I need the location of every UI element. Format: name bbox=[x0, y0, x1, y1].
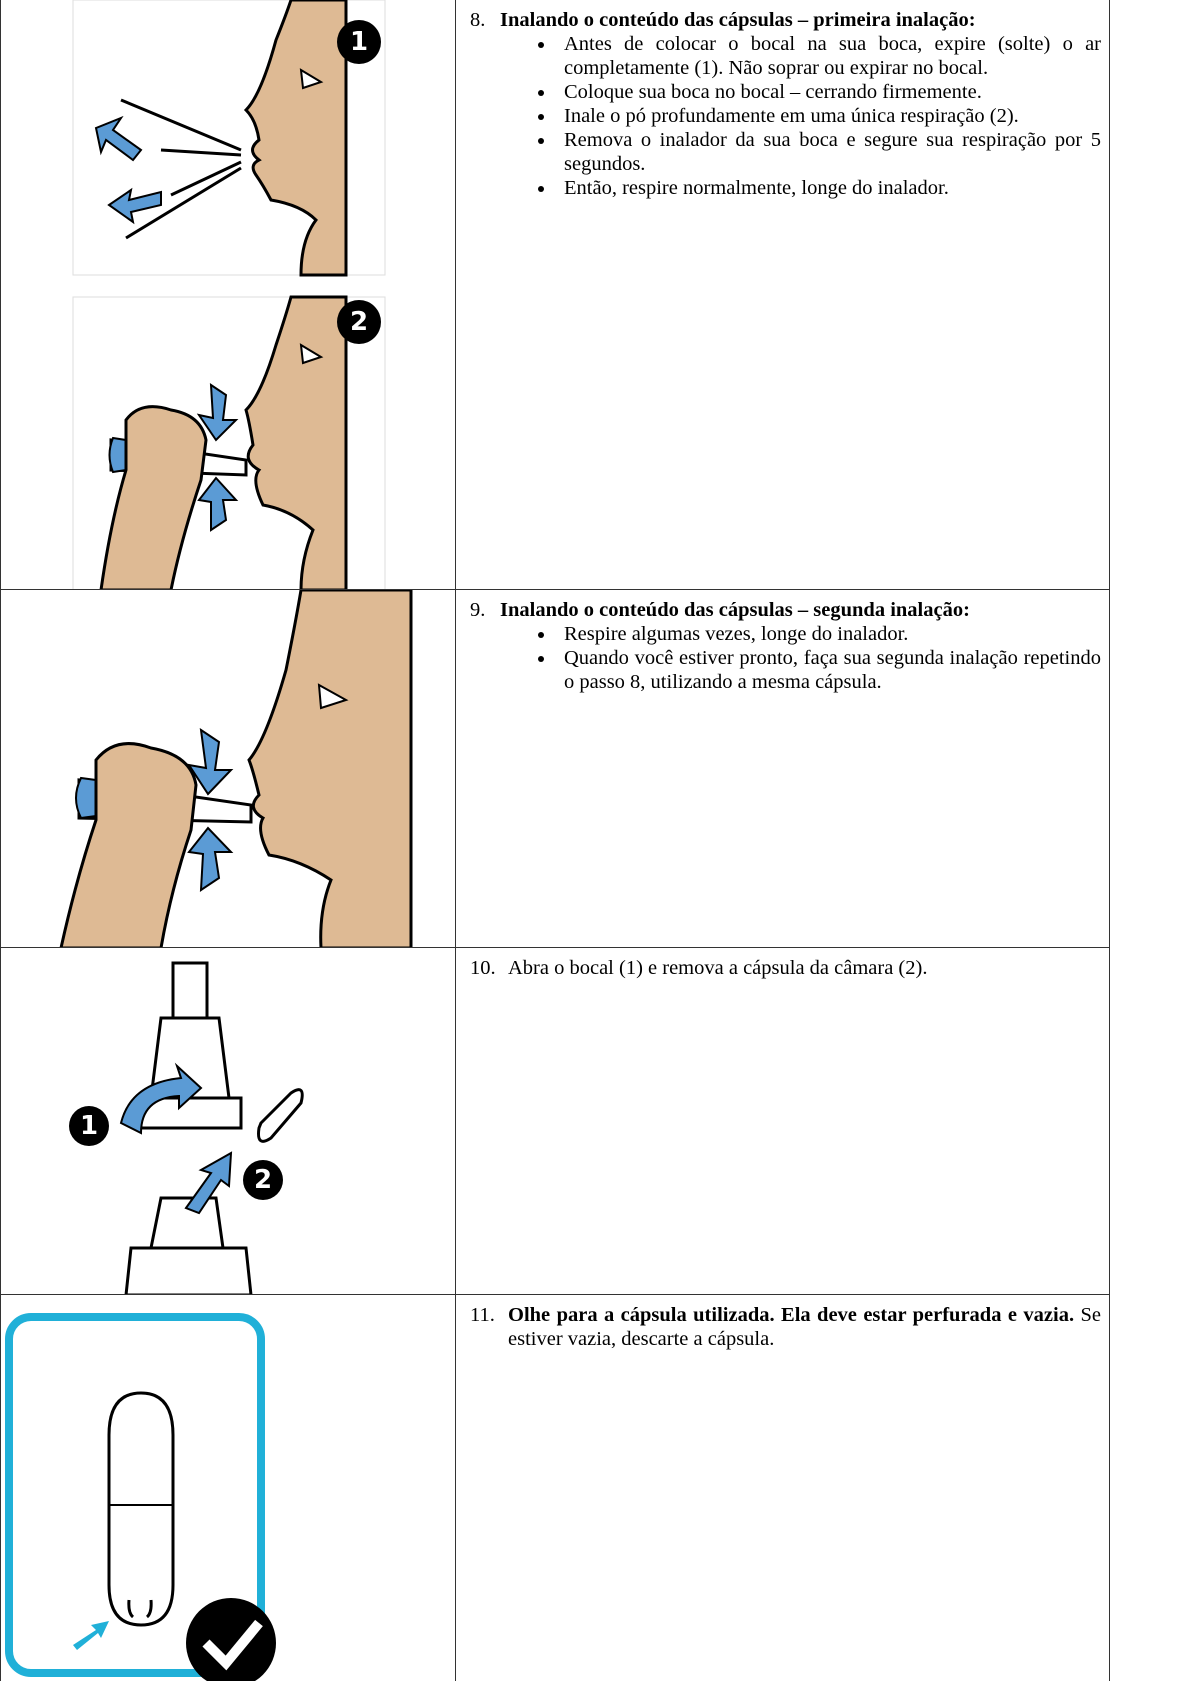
step-row: 9. Inalando o conteúdo das cápsulas – se… bbox=[1, 590, 1109, 948]
figure-cell bbox=[1, 1295, 456, 1681]
illustration bbox=[59, 590, 413, 947]
figure-cell: 1 2 bbox=[1, 948, 456, 1294]
illustration bbox=[5, 1313, 276, 1681]
marker-label: 2 bbox=[350, 307, 368, 337]
bullet: Antes de colocar o bocal na sua boca, ex… bbox=[556, 32, 1101, 80]
step-number: 9. bbox=[470, 599, 486, 621]
step-text-cell: 9. Inalando o conteúdo das cápsulas – se… bbox=[456, 590, 1109, 947]
bullet: Coloque sua boca no bocal – cerrando fir… bbox=[556, 80, 1101, 104]
illustration: 1 2 bbox=[69, 961, 304, 1294]
step-heading: Inalando o conteúdo das cápsulas – prime… bbox=[500, 9, 976, 31]
marker-label: 1 bbox=[80, 1111, 98, 1141]
bullet-list: Antes de colocar o bocal na sua boca, ex… bbox=[500, 32, 1101, 200]
step-number: 10. bbox=[470, 957, 496, 979]
step-text-cell: 8. Inalando o conteúdo das cápsulas – pr… bbox=[456, 0, 1109, 589]
step-marker: 2 bbox=[337, 300, 381, 344]
bullet: Inale o pó profundamente em uma única re… bbox=[556, 104, 1101, 128]
step-marker: 2 bbox=[243, 1160, 283, 1200]
bullet: Então, respire normalmente, longe do ina… bbox=[556, 176, 1101, 200]
step-number: 11. bbox=[470, 1304, 495, 1326]
figure-cell bbox=[1, 590, 456, 947]
marker-label: 1 bbox=[350, 27, 368, 57]
step-text: Abra o bocal (1) e remova a cápsula da c… bbox=[508, 957, 928, 979]
bullet: Quando você estiver pronto, faça sua seg… bbox=[556, 646, 1101, 694]
step-text-cell: 10. Abra o bocal (1) e remova a cápsula … bbox=[456, 948, 1109, 1294]
step-row: 11. Olhe para a cápsula utilizada. Ela d… bbox=[1, 1295, 1109, 1681]
bullet: Remova o inalador da sua boca e segure s… bbox=[556, 128, 1101, 176]
step-row: 1 2 10. Abra o bocal (1) e remova a cáps… bbox=[1, 948, 1109, 1295]
step-marker: 1 bbox=[337, 20, 381, 64]
step-row: 1 2 8. Inalando o conteúdo da bbox=[1, 0, 1109, 590]
bullet: Respire algumas vezes, longe do inalador… bbox=[556, 622, 1101, 646]
step-heading: Olhe para a cápsula utilizada. Ela deve … bbox=[508, 1304, 1075, 1326]
marker-label: 2 bbox=[254, 1165, 272, 1195]
step-text: Se estiver vazia, descarte a cápsula. bbox=[508, 1304, 1101, 1350]
figure-cell: 1 2 bbox=[1, 0, 456, 589]
step-text-cell: 11. Olhe para a cápsula utilizada. Ela d… bbox=[456, 1295, 1109, 1681]
illustration: 1 2 bbox=[72, 0, 386, 589]
step-marker: 1 bbox=[69, 1106, 109, 1146]
step-heading: Inalando o conteúdo das cápsulas – segun… bbox=[500, 599, 970, 621]
bullet-list: Respire algumas vezes, longe do inalador… bbox=[500, 622, 1101, 694]
instruction-table: 1 2 8. Inalando o conteúdo da bbox=[0, 0, 1110, 1681]
step-number: 8. bbox=[470, 9, 486, 31]
